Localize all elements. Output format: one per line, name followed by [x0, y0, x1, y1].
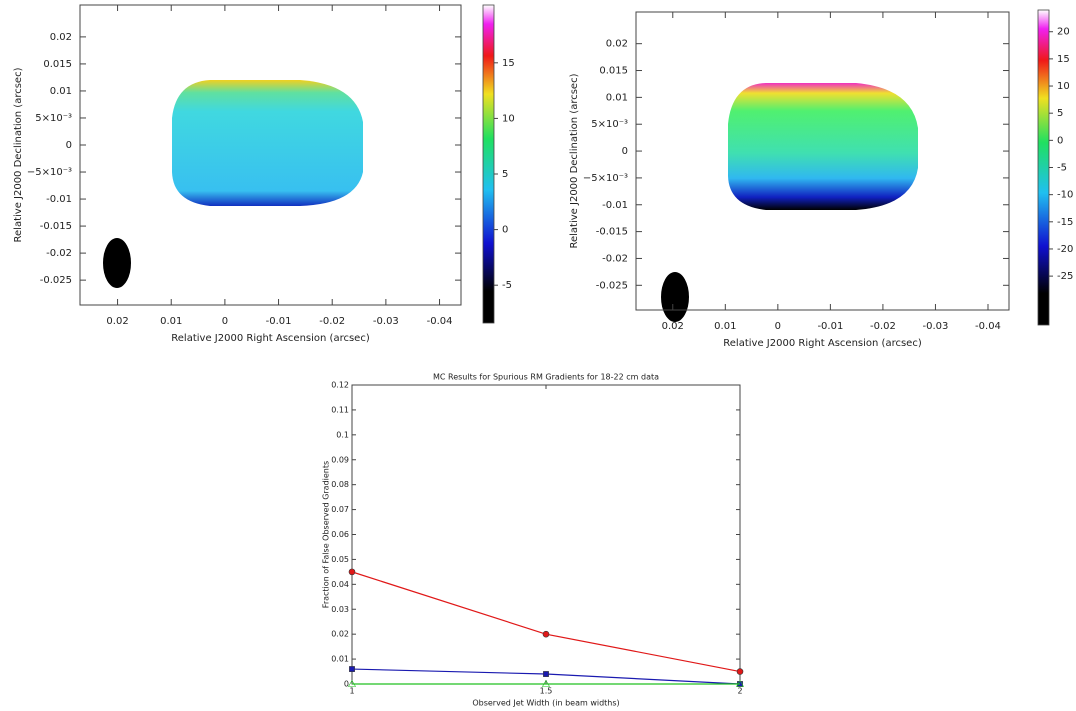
y-tick-label: 0.02: [331, 630, 349, 639]
y-tick-label: 0.09: [331, 455, 349, 464]
y-tick-label: -0.025: [596, 280, 628, 291]
x-tick-label: -0.03: [923, 321, 949, 332]
x-tick-label: -0.02: [319, 316, 345, 327]
x-axis-label: Relative J2000 Right Ascension (arcsec): [171, 333, 370, 344]
point: [541, 679, 551, 687]
colorbar-tick-label: 10: [1057, 81, 1070, 92]
x-tick-label: 0.02: [106, 316, 128, 327]
y-tick-label: 0.04: [331, 580, 349, 589]
colorbar-tick-label: -5: [502, 280, 512, 291]
y-tick-label: -0.02: [46, 248, 72, 259]
x-tick-label: 0.01: [714, 321, 736, 332]
point: [736, 668, 744, 675]
colorbar-tick-label: 20: [1057, 27, 1070, 38]
y-tick-label: 0.11: [331, 405, 349, 414]
colorbar-tick-label: -25: [1057, 271, 1073, 282]
point: [542, 630, 550, 638]
x-tick-label: -0.01: [817, 321, 843, 332]
y-tick-label: −5×10⁻³: [583, 173, 628, 184]
x-tick-label: 2: [737, 687, 742, 696]
colorbar-tick-label: 0: [502, 225, 508, 236]
y-tick-label: 0.06: [331, 530, 349, 539]
beam: [661, 272, 689, 322]
x-tick-label: -0.03: [373, 316, 399, 327]
y-tick-label: 0: [344, 680, 349, 689]
y-tick-label: -0.02: [602, 253, 628, 264]
y-tick-label: -0.015: [596, 227, 628, 238]
y-tick-label: 0.01: [50, 86, 72, 97]
x-tick-label: 1.5: [540, 687, 553, 696]
rm-map: [172, 80, 363, 206]
y-axis-label: Relative J2000 Declination (arcsec): [13, 67, 24, 242]
y-tick-label: 0: [66, 140, 72, 151]
y-tick-label: -0.025: [40, 275, 72, 286]
colorbar-tick-label: 10: [502, 113, 515, 124]
series-line: [351, 571, 741, 673]
y-tick-label: 0.01: [606, 92, 628, 103]
colorbar-tick-label: 15: [1057, 54, 1070, 65]
y-tick-label: 0.01: [331, 655, 349, 664]
x-tick-label: -0.01: [266, 316, 292, 327]
plot-frame: [351, 384, 741, 685]
colorbar: [1037, 9, 1050, 326]
point: [543, 671, 549, 677]
x-tick-label: 0.01: [160, 316, 182, 327]
rm-map: [728, 83, 918, 210]
x-tick-label: 0: [222, 316, 228, 327]
y-tick-label: 0: [622, 146, 628, 157]
x-tick-label: 1: [349, 687, 354, 696]
x-tick-label: 0: [775, 321, 781, 332]
y-tick-label: 0.12: [331, 381, 349, 390]
plot-frame: [635, 11, 1010, 311]
x-axis-label: Relative J2000 Right Ascension (arcsec): [723, 338, 922, 349]
colorbar-tick-label: -15: [1057, 217, 1073, 228]
y-tick-label: 0.07: [331, 505, 349, 514]
y-tick-label: 0.05: [331, 555, 349, 564]
x-tick-label: 0.02: [662, 321, 684, 332]
colorbar-tick-label: -20: [1057, 244, 1073, 255]
x-axis-label: Observed Jet Width (in beam widths): [472, 699, 619, 708]
x-tick-label: -0.02: [870, 321, 896, 332]
y-tick-label: 0.015: [599, 66, 628, 77]
y-axis-label: Fraction of False Observed Gradients: [322, 461, 331, 608]
y-tick-label: -0.01: [46, 194, 72, 205]
point: [735, 679, 745, 687]
chart-title: MC Results for Spurious RM Gradients for…: [433, 373, 659, 382]
plot-frame: [79, 4, 462, 306]
y-tick-label: 0.02: [606, 39, 628, 50]
y-tick-label: 5×10⁻³: [35, 113, 72, 124]
beam: [103, 238, 131, 288]
colorbar-tick-label: 15: [502, 58, 515, 69]
y-tick-label: 0.03: [331, 605, 349, 614]
colorbar-tick-label: 5: [502, 169, 508, 180]
y-tick-label: −5×10⁻³: [27, 167, 72, 178]
colorbar: [482, 4, 495, 324]
x-tick-label: -0.04: [975, 321, 1001, 332]
y-tick-label: 0.1: [336, 430, 349, 439]
point: [348, 568, 356, 576]
colorbar-tick-label: 0: [1057, 135, 1063, 146]
y-tick-label: 5×10⁻³: [591, 119, 628, 130]
y-tick-label: 0.08: [331, 480, 349, 489]
point: [349, 666, 355, 672]
y-tick-label: -0.015: [40, 221, 72, 232]
colorbar-tick-label: -10: [1057, 190, 1073, 201]
x-tick-label: -0.04: [427, 316, 453, 327]
y-tick-label: 0.015: [43, 59, 72, 70]
y-tick-label: 0.02: [50, 32, 72, 43]
colorbar-tick-label: -5: [1057, 163, 1067, 174]
point: [347, 679, 357, 687]
colorbar-tick-label: 5: [1057, 108, 1063, 119]
y-tick-label: -0.01: [602, 200, 628, 211]
y-axis-label: Relative J2000 Declination (arcsec): [569, 73, 580, 248]
